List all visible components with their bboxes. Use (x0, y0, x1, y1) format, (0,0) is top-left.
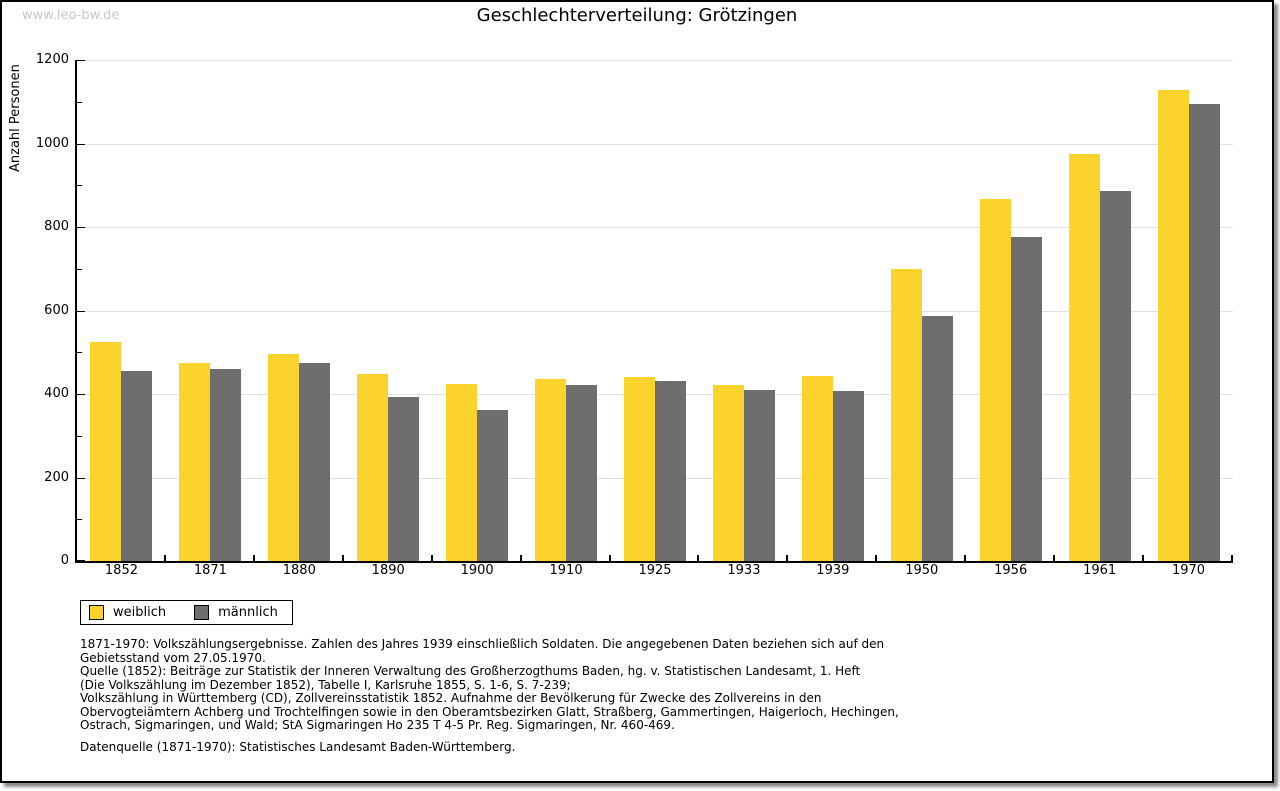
x-axis-tick (964, 555, 966, 561)
y-minor-tick (77, 185, 82, 187)
x-tick-label: 1933 (727, 563, 761, 578)
gridline-1200 (77, 60, 1233, 61)
bar-weiblich-1933 (713, 385, 744, 561)
source-notes: 1871-1970: Volkszählungsergebnisse. Zahl… (80, 637, 940, 733)
bar-weiblich-1871 (179, 363, 210, 561)
x-axis-tick (520, 555, 522, 561)
source-note-line: 1871-1970: Volkszählungsergebnisse. Zahl… (80, 637, 885, 651)
y-major-tick (77, 310, 85, 312)
watermark: www.leo-bw.de (22, 8, 120, 23)
y-minor-tick (77, 101, 82, 103)
y-major-tick (77, 477, 85, 479)
x-axis-tick (164, 555, 166, 561)
y-major-tick (77, 143, 85, 145)
x-axis-tick (609, 555, 611, 561)
bar-weiblich-1910 (535, 379, 566, 561)
y-tick-label: 600 (44, 302, 69, 318)
bar-männlich-1880 (299, 363, 330, 561)
bar-weiblich-1852 (90, 342, 121, 561)
bar-weiblich-1950 (891, 269, 922, 561)
x-axis-tick (1142, 555, 1144, 561)
y-axis-title: Anzahl Personen (8, 64, 23, 172)
bar-männlich-1970 (1189, 104, 1220, 561)
x-tick-label: 1925 (638, 563, 672, 578)
x-tick-label: 1880 (282, 563, 316, 578)
bar-männlich-1939 (833, 391, 864, 561)
bar-männlich-1910 (566, 385, 597, 561)
gridline-800 (77, 227, 1233, 228)
source-note-line: Quelle (1852): Beiträge zur Statistik de… (80, 664, 861, 678)
x-axis-tick (697, 555, 699, 561)
y-tick-label: 1000 (35, 135, 69, 151)
bar-weiblich-1900 (446, 384, 477, 561)
bar-männlich-1925 (655, 381, 686, 561)
plot-area: 0 200 400 600 800 1000 1200 1852 1871 1880 1890 190… (36, 52, 1233, 578)
gridline-600 (77, 310, 1233, 312)
gridline-1000 (77, 143, 1233, 145)
x-tick-label: 1961 (1083, 563, 1117, 578)
y-tick-label: 800 (44, 219, 69, 234)
datasource-note: Datenquelle (1871-1970): Statistisches L… (80, 740, 516, 754)
bar-weiblich-1880 (268, 354, 299, 561)
bar-weiblich-1961 (1069, 154, 1100, 561)
bar-weiblich-1956 (980, 199, 1011, 561)
bar-männlich-1933 (744, 390, 775, 561)
x-axis-tick (786, 555, 788, 561)
legend-label-weiblich: weiblich (113, 605, 167, 620)
x-tick-label: 1900 (460, 563, 494, 578)
legend-label-maennlich: männlich (218, 605, 278, 620)
x-tick-label: 1910 (549, 563, 583, 578)
bar-männlich-1871 (210, 369, 241, 561)
y-tick-label: 1200 (35, 52, 69, 67)
y-tick-label: 200 (44, 469, 69, 485)
y-minor-tick (77, 435, 82, 437)
x-axis-tick (875, 555, 877, 561)
bar-männlich-1900 (477, 410, 508, 561)
x-tick-label: 1890 (371, 563, 405, 578)
bar-männlich-1961 (1100, 191, 1131, 561)
y-minor-tick (77, 519, 82, 521)
bar-männlich-1950 (922, 316, 953, 561)
bar-männlich-1852 (121, 371, 152, 561)
chart-title: Geschlechterverteilung: Grötzingen (476, 5, 798, 26)
source-note-line: Ostrach, Sigmaringen, und Wald; StA Sigm… (80, 718, 675, 732)
legend: weiblich männlich (80, 600, 293, 625)
legend-swatch-weiblich (89, 605, 104, 620)
x-axis-tick (1053, 555, 1055, 561)
bar-weiblich-1970 (1158, 90, 1189, 561)
y-major-tick (77, 560, 85, 561)
x-tick-label: 1852 (104, 563, 138, 578)
y-major-tick (77, 394, 85, 395)
x-tick-label: 1950 (905, 563, 939, 578)
bar-weiblich-1890 (357, 374, 388, 561)
source-note-line: (Die Volkszählung im Dezember 1852), Tab… (80, 677, 571, 692)
bar-männlich-1956 (1011, 237, 1042, 561)
bar-weiblich-1939 (802, 376, 833, 561)
y-minor-tick (77, 352, 82, 354)
bar-weiblich-1925 (624, 377, 655, 561)
x-tick-label: 1970 (1171, 563, 1206, 578)
source-note-line: Obervogteiämtern Achberg und Trochtelfin… (80, 704, 899, 719)
source-note-line: Gebietsstand vom 27.05.1970. (80, 650, 266, 665)
bar-männlich-1890 (388, 397, 419, 561)
y-tick-label: 0 (60, 553, 69, 568)
y-tick-label: 400 (44, 386, 69, 401)
source-note-line: Volkszählung in Württemberg (CD), Zollve… (80, 691, 822, 705)
x-axis-tick (253, 555, 255, 561)
x-axis-tick (431, 555, 433, 561)
legend-swatch-maennlich (194, 605, 210, 620)
x-tick-label: 1871 (193, 563, 227, 578)
y-major-tick (77, 60, 85, 61)
x-axis-tick (1231, 555, 1233, 561)
x-axis-tick (342, 555, 344, 561)
x-tick-label: 1956 (994, 563, 1028, 578)
x-tick-label: 1939 (816, 563, 850, 578)
y-minor-tick (77, 268, 82, 270)
y-major-tick (77, 227, 85, 228)
